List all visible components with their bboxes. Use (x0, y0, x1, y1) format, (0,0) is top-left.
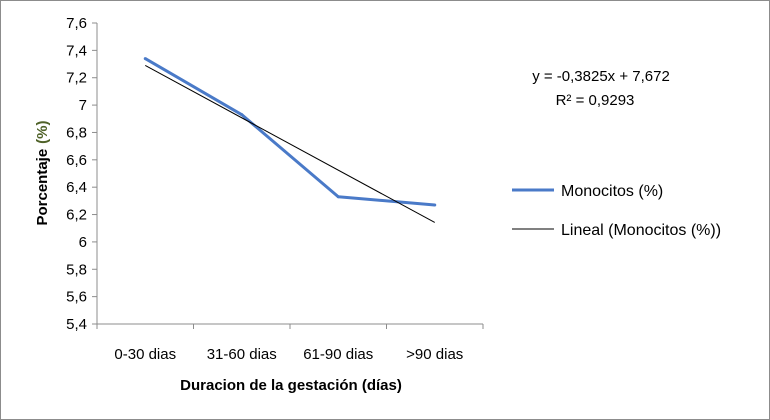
y-tick-label: 6,8 (66, 124, 87, 141)
y-axis-title-text: Porcentaje (34, 149, 51, 226)
x-tick-label: >90 dias (406, 346, 463, 363)
x-tick-label: 61-90 dias (303, 346, 373, 363)
y-tick-label: 7,4 (66, 42, 87, 59)
y-tick-label: 6 (79, 234, 87, 251)
trendline-equation: y = -0,3825x + 7,672 (532, 68, 670, 85)
legend-label-monocitos: Monocitos (%) (561, 183, 663, 200)
y-axis-ticks: 7,6 7,4 7,2 7 6,8 6,6 6,4 6,2 6 5,8 5,6 5,4 (66, 15, 97, 333)
y-tick-label: 5,8 (66, 261, 87, 278)
x-tick-label: 0-30 dias (114, 346, 176, 363)
legend: Monocitos (%) Lineal (Monocitos (%)) (512, 183, 721, 239)
y-tick-label: 5,6 (66, 289, 87, 306)
y-tick-label: 7,2 (66, 70, 87, 87)
y-axis-title: Porcentaje (%) (34, 120, 51, 225)
y-tick-label: 7,6 (66, 15, 87, 32)
series-layer (143, 57, 437, 207)
y-tick-label: 6,6 (66, 152, 87, 169)
data-point (240, 113, 244, 117)
x-tick-label: 31-60 dias (207, 346, 277, 363)
series-line-monocitos (144, 57, 435, 207)
trendline-layer (145, 65, 435, 223)
legend-label-trendline: Lineal (Monocitos (%)) (561, 222, 721, 239)
data-point (433, 203, 437, 207)
data-point (143, 57, 147, 61)
y-tick-label: 6,4 (66, 179, 87, 196)
trendline (145, 65, 435, 223)
x-axis-title: Duracion de la gestación (días) (180, 377, 402, 394)
y-tick-label: 6,2 (66, 207, 87, 224)
x-axis-ticks: 0-30 dias 31-60 dias 61-90 dias >90 dias (96, 324, 484, 363)
trendline-r-squared: R² = 0,9293 (556, 92, 635, 109)
y-axis-title-unit: (%) (34, 120, 51, 143)
data-point (336, 195, 340, 199)
y-tick-label: 5,4 (66, 316, 87, 333)
y-tick-label: 7 (79, 97, 87, 114)
